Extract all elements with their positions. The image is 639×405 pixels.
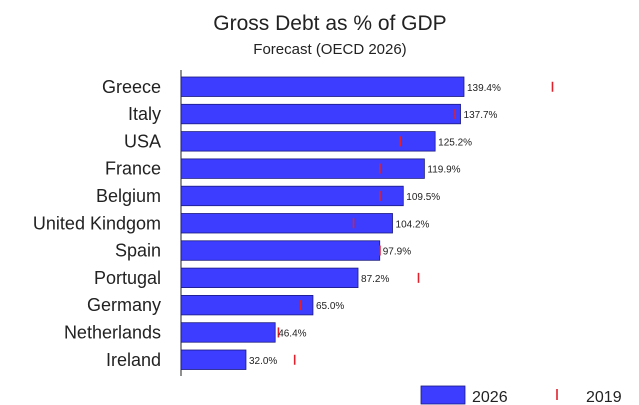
data-label-portugal: 87.2% <box>361 274 389 285</box>
category-label-france: France <box>105 159 161 179</box>
category-label-netherlands: Netherlands <box>64 322 161 342</box>
legend-swatch-2026 <box>420 385 466 405</box>
bar-france <box>180 158 425 179</box>
data-label-germany: 65.0% <box>316 301 344 312</box>
category-label-ireland: Ireland <box>106 350 161 370</box>
data-label-ireland: 32.0% <box>249 356 277 367</box>
data-label-united-kindgom: 104.2% <box>396 219 430 230</box>
category-label-greece: Greece <box>102 77 161 97</box>
category-label-usa: USA <box>124 131 161 151</box>
category-label-united-kindgom: United Kindgom <box>33 213 161 233</box>
data-label-greece: 139.4% <box>467 83 501 94</box>
labels-group: Greece 139.4% Italy 137.7% USA 125.2% France 11… <box>33 77 501 370</box>
data-label-italy: 137.7% <box>464 110 498 121</box>
data-label-spain: 97.9% <box>383 247 411 258</box>
markers-group <box>277 81 554 365</box>
legend-label-2026: 2026 <box>472 389 508 405</box>
bar-greece <box>180 76 465 97</box>
bar-netherlands <box>180 322 276 343</box>
category-label-belgium: Belgium <box>96 186 161 206</box>
bar-united-kindgom <box>180 213 393 234</box>
category-label-germany: Germany <box>87 295 161 315</box>
bar-germany <box>180 294 314 316</box>
bar-italy <box>180 103 461 125</box>
legend-label-2019: 2019 <box>586 389 622 405</box>
category-label-portugal: Portugal <box>94 268 161 288</box>
bar-spain <box>180 240 381 261</box>
bar-usa <box>180 131 436 152</box>
data-label-belgium: 109.5% <box>406 192 440 203</box>
chart-subtitle: Forecast (OECD 2026) <box>253 41 406 58</box>
bars-group <box>180 76 465 370</box>
bar-belgium <box>180 185 404 207</box>
legend: 2026 2019 <box>420 385 622 405</box>
data-label-netherlands: 46.4% <box>278 328 306 339</box>
bar-portugal <box>180 267 359 289</box>
bar-ireland <box>180 349 247 370</box>
chart-title: Gross Debt as % of GDP <box>213 12 446 35</box>
category-label-spain: Spain <box>115 241 161 261</box>
category-label-italy: Italy <box>128 104 161 124</box>
data-label-france: 119.9% <box>427 165 460 176</box>
data-label-usa: 125.2% <box>438 137 472 148</box>
